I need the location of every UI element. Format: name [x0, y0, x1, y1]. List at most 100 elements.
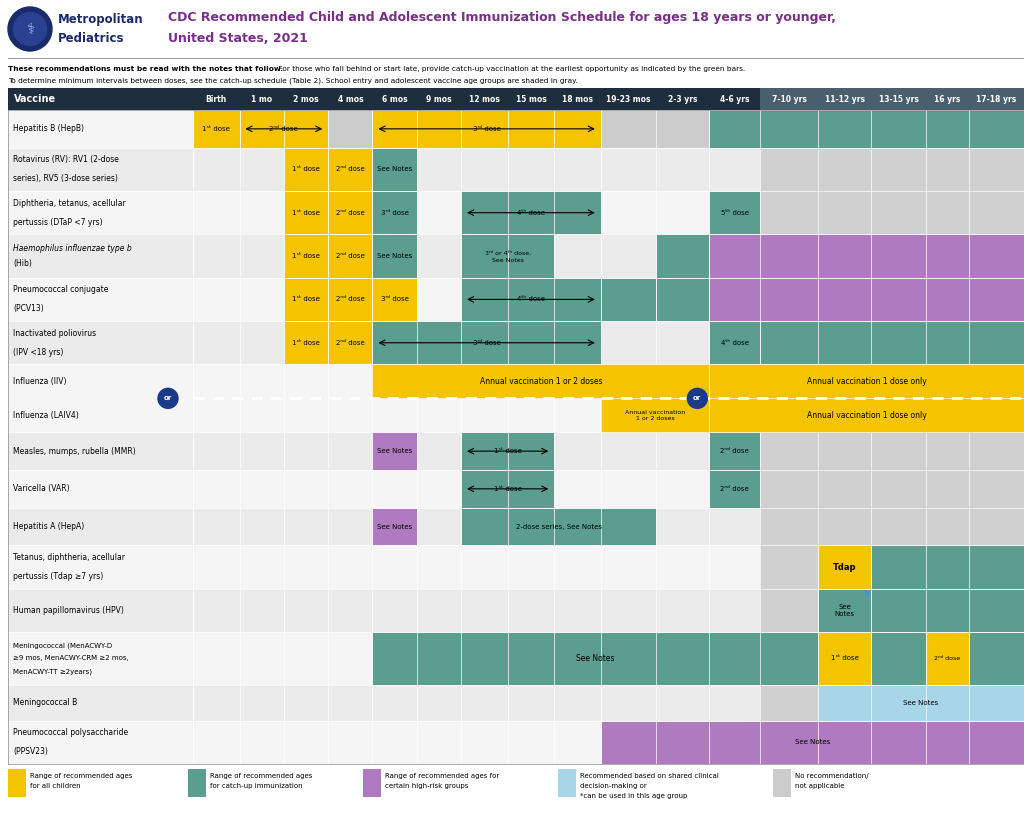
Bar — [818, 432, 871, 470]
Bar — [373, 148, 417, 191]
Circle shape — [13, 12, 46, 46]
Bar — [760, 685, 818, 721]
Bar — [710, 470, 760, 508]
Bar — [927, 432, 969, 470]
Text: 18 mos: 18 mos — [562, 95, 593, 104]
Bar — [284, 191, 328, 234]
Bar — [362, 769, 381, 797]
Bar — [871, 545, 1024, 588]
Bar — [818, 721, 871, 764]
Bar — [8, 588, 1024, 632]
Text: 2-3 yrs: 2-3 yrs — [668, 95, 697, 104]
Bar — [818, 191, 871, 234]
Text: Vaccine: Vaccine — [14, 94, 56, 104]
Text: 2ⁿᵈ dose: 2ⁿᵈ dose — [269, 126, 298, 132]
Text: United States, 2021: United States, 2021 — [168, 32, 308, 45]
Bar — [188, 769, 206, 797]
Text: Range of recommended ages for: Range of recommended ages for — [385, 773, 500, 779]
Bar — [284, 321, 328, 365]
Text: To determine minimum intervals between doses, see the catch-up schedule (Table 2: To determine minimum intervals between d… — [8, 77, 578, 83]
Text: certain high-risk groups: certain high-risk groups — [385, 783, 468, 789]
Bar — [193, 110, 240, 148]
Text: Pediatrics: Pediatrics — [58, 32, 125, 45]
Bar — [969, 632, 1024, 685]
Text: For those who fall behind or start late, provide catch-up vaccination at the ear: For those who fall behind or start late,… — [276, 66, 745, 72]
Text: 2ⁿᵈ dose: 2ⁿᵈ dose — [721, 486, 750, 492]
Text: Annual vaccination
1 or 2 doses: Annual vaccination 1 or 2 doses — [625, 410, 685, 421]
Text: ⚕: ⚕ — [26, 21, 34, 37]
Text: pertussis (Tdap ≥7 yrs): pertussis (Tdap ≥7 yrs) — [13, 572, 103, 581]
Bar — [710, 277, 1024, 321]
Bar — [818, 545, 871, 588]
Bar — [8, 277, 1024, 321]
Text: See Notes: See Notes — [377, 166, 413, 172]
Text: 5ᵗʰ dose: 5ᵗʰ dose — [721, 210, 749, 215]
Bar — [373, 110, 601, 148]
Text: 2ⁿᵈ dose: 2ⁿᵈ dose — [336, 296, 365, 303]
Bar — [8, 0, 1024, 58]
Text: 3ʳᵈ dose: 3ʳᵈ dose — [473, 339, 501, 346]
Bar — [818, 685, 1024, 721]
Text: See Notes: See Notes — [575, 654, 614, 663]
Text: 1ˢᵗ dose: 1ˢᵗ dose — [203, 126, 230, 132]
Bar — [818, 632, 871, 685]
Bar — [927, 545, 969, 588]
Bar — [927, 88, 969, 110]
Bar — [710, 110, 1024, 148]
Bar — [818, 632, 871, 685]
Text: 3ʳᵈ or 4ᵗʰ dose,: 3ʳᵈ or 4ᵗʰ dose, — [484, 251, 530, 255]
Bar — [373, 191, 417, 234]
Text: Annual vaccination 1 dose only: Annual vaccination 1 dose only — [807, 377, 927, 386]
Text: Tetanus, diphtheria, acellular: Tetanus, diphtheria, acellular — [13, 553, 125, 562]
Circle shape — [687, 388, 708, 408]
Bar — [710, 234, 1024, 277]
Bar — [461, 432, 554, 470]
Bar — [871, 191, 927, 234]
Bar — [373, 321, 601, 365]
Circle shape — [158, 388, 178, 408]
Text: (PPSV23): (PPSV23) — [13, 747, 48, 756]
Bar — [969, 148, 1024, 191]
Bar — [710, 365, 1024, 398]
Bar — [8, 545, 1024, 588]
Text: 2 mos: 2 mos — [293, 95, 318, 104]
Text: 1 mo: 1 mo — [251, 95, 272, 104]
Text: 1ˢᵗ dose: 1ˢᵗ dose — [292, 253, 319, 259]
Bar — [284, 148, 328, 191]
Text: See Notes: See Notes — [492, 258, 523, 263]
Bar — [927, 191, 969, 234]
Bar — [969, 110, 1024, 148]
Bar — [760, 321, 1024, 365]
Bar — [656, 234, 710, 277]
Text: Annual vaccination 1 or 2 doses: Annual vaccination 1 or 2 doses — [479, 377, 602, 386]
Bar — [8, 88, 1024, 110]
Bar — [969, 545, 1024, 588]
Bar — [328, 234, 373, 277]
Bar — [328, 191, 373, 234]
Bar — [871, 632, 927, 685]
Bar — [8, 508, 1024, 545]
Bar — [284, 234, 328, 277]
Bar — [8, 769, 26, 797]
Text: 2ⁿᵈ dose: 2ⁿᵈ dose — [336, 339, 365, 346]
Bar — [373, 234, 417, 277]
Text: 7-10 yrs: 7-10 yrs — [772, 95, 807, 104]
Bar — [760, 632, 818, 685]
Circle shape — [8, 7, 52, 51]
Text: No recommendation/: No recommendation/ — [795, 773, 868, 779]
Text: Influenza (LAIV4): Influenza (LAIV4) — [13, 410, 79, 419]
Bar — [760, 88, 818, 110]
Bar — [656, 277, 710, 321]
Bar — [8, 110, 1024, 148]
Bar — [818, 321, 871, 365]
Bar — [760, 508, 818, 545]
Bar — [601, 277, 656, 321]
Bar — [373, 365, 710, 398]
Bar — [871, 88, 927, 110]
Text: Metropolitan: Metropolitan — [58, 14, 143, 26]
Bar — [927, 632, 969, 685]
Bar — [871, 234, 927, 277]
Bar — [284, 277, 328, 321]
Bar — [818, 588, 871, 632]
Bar — [710, 191, 760, 234]
